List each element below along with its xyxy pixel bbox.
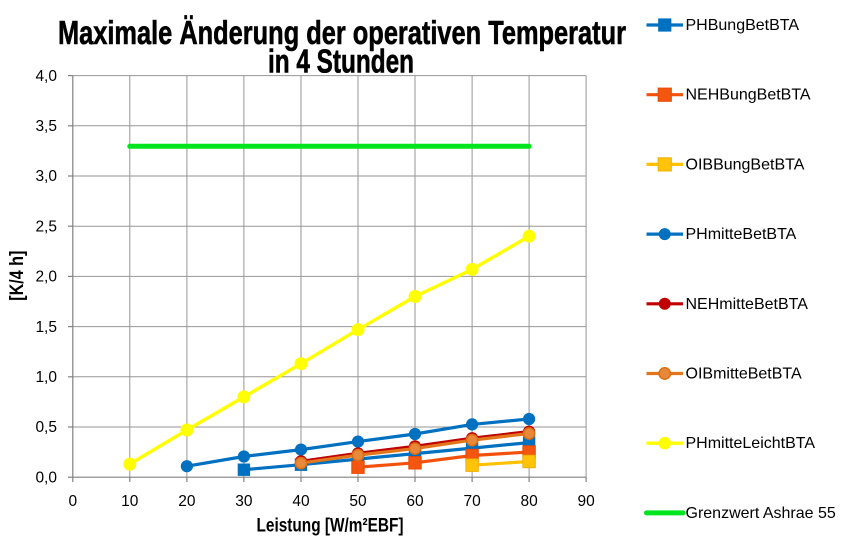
svg-text:Leistung [W/m²EBF]: Leistung [W/m²EBF]: [257, 516, 404, 537]
svg-text:[K/4 h]: [K/4 h]: [7, 251, 28, 301]
svg-text:NEHmitteBetBTA: NEHmitteBetBTA: [686, 296, 809, 313]
svg-text:0: 0: [68, 493, 77, 510]
svg-text:PHmitteLeichtBTA: PHmitteLeichtBTA: [686, 435, 816, 452]
svg-text:10: 10: [121, 493, 139, 510]
svg-text:30: 30: [235, 493, 253, 510]
svg-text:2,5: 2,5: [35, 218, 57, 235]
svg-text:3,0: 3,0: [35, 168, 57, 185]
svg-text:90: 90: [577, 493, 595, 510]
svg-text:Grenzwert Ashrae 55: Grenzwert Ashrae 55: [686, 505, 836, 522]
svg-text:70: 70: [463, 493, 481, 510]
svg-text:PHmitteBetBTA: PHmitteBetBTA: [686, 226, 797, 243]
svg-text:50: 50: [349, 493, 367, 510]
svg-text:PHBungBetBTA: PHBungBetBTA: [686, 17, 800, 34]
svg-text:3,5: 3,5: [35, 118, 57, 135]
svg-text:2,0: 2,0: [35, 269, 57, 286]
svg-text:1,0: 1,0: [35, 369, 57, 386]
svg-text:4,0: 4,0: [35, 68, 57, 85]
svg-text:40: 40: [292, 493, 310, 510]
svg-text:80: 80: [520, 493, 538, 510]
svg-text:OIBmitteBetBTA: OIBmitteBetBTA: [686, 366, 803, 383]
svg-text:OIBBungBetBTA: OIBBungBetBTA: [686, 156, 805, 173]
svg-text:1,5: 1,5: [35, 319, 57, 336]
svg-text:0,0: 0,0: [35, 469, 57, 486]
svg-text:in 4 Stunden: in 4 Stunden: [268, 43, 414, 80]
svg-text:Maximale Änderung der operativ: Maximale Änderung der operativen Tempera…: [58, 14, 626, 51]
svg-text:NEHBungBetBTA: NEHBungBetBTA: [686, 87, 811, 104]
svg-text:60: 60: [406, 493, 424, 510]
svg-text:0,5: 0,5: [35, 419, 57, 436]
svg-text:20: 20: [178, 493, 196, 510]
